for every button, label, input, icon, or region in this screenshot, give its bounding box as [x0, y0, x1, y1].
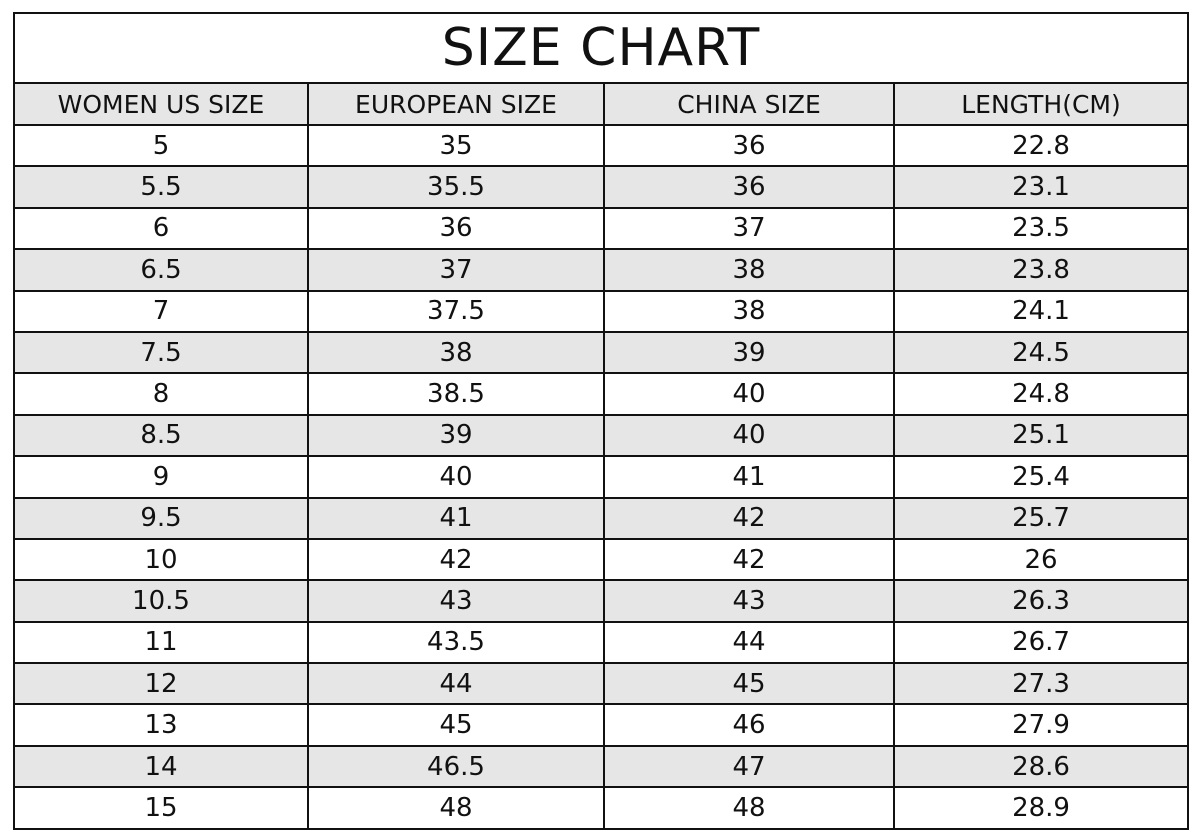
- china-size-cell: 41: [603, 455, 895, 499]
- european-size-cell: 35.5: [307, 165, 605, 209]
- length-cell: 26: [892, 537, 1190, 582]
- length-cell: 23.1: [892, 165, 1190, 209]
- length-cell: 26.7: [892, 620, 1190, 665]
- european-size-cell: 38: [307, 330, 605, 375]
- length-cell: 28.6: [892, 744, 1190, 789]
- header-length-cm: LENGTH(CM): [892, 82, 1190, 126]
- china-size-cell: 43: [603, 579, 895, 623]
- us-size-cell: 6: [13, 206, 309, 251]
- european-size-cell: 43: [307, 579, 605, 623]
- china-size-cell: 46: [603, 703, 895, 747]
- china-size-cell: 40: [603, 413, 895, 458]
- table-row: 5.5 35.5 36 23.1: [13, 165, 1190, 209]
- us-size-cell: 8.5: [13, 413, 309, 458]
- european-size-cell: 36: [307, 206, 605, 251]
- us-size-cell: 10.5: [13, 579, 309, 623]
- length-cell: 23.8: [892, 248, 1190, 292]
- table-row: 7 37.5 38 24.1: [13, 289, 1190, 333]
- table-row: 11 43.5 44 26.7: [13, 620, 1190, 665]
- us-size-cell: 7: [13, 289, 309, 333]
- us-size-cell: 7.5: [13, 330, 309, 375]
- china-size-cell: 44: [603, 620, 895, 665]
- european-size-cell: 40: [307, 455, 605, 499]
- european-size-cell: 48: [307, 786, 605, 830]
- us-size-cell: 14: [13, 744, 309, 789]
- table-row: 14 46.5 47 28.6: [13, 744, 1190, 789]
- length-cell: 25.7: [892, 496, 1190, 540]
- us-size-cell: 13: [13, 703, 309, 747]
- header-row: WOMEN US SIZE EUROPEAN SIZE CHINA SIZE L…: [13, 82, 1190, 126]
- european-size-cell: 38.5: [307, 372, 605, 416]
- length-cell: 23.5: [892, 206, 1190, 251]
- table-row: 9 40 41 25.4: [13, 455, 1190, 499]
- length-cell: 27.3: [892, 662, 1190, 706]
- table-row: 8 38.5 40 24.8: [13, 372, 1190, 416]
- length-cell: 25.4: [892, 455, 1190, 499]
- table-row: 8.5 39 40 25.1: [13, 413, 1190, 458]
- table-row: 9.5 41 42 25.7: [13, 496, 1190, 540]
- length-cell: 27.9: [892, 703, 1190, 747]
- table-row: 12 44 45 27.3: [13, 662, 1190, 706]
- european-size-cell: 45: [307, 703, 605, 747]
- table-row: 10.5 43 43 26.3: [13, 579, 1190, 623]
- china-size-cell: 48: [603, 786, 895, 830]
- table-body: 5 35 36 22.8 5.5 35.5 36 23.1 6 36 37 23.5 6.5 37 38 23…: [13, 123, 1190, 830]
- china-size-cell: 42: [603, 496, 895, 540]
- european-size-cell: 44: [307, 662, 605, 706]
- length-cell: 24.8: [892, 372, 1190, 416]
- length-cell: 24.1: [892, 289, 1190, 333]
- size-chart-table: SIZE CHART WOMEN US SIZE EUROPEAN SIZE C…: [12, 12, 1190, 830]
- us-size-cell: 15: [13, 786, 309, 830]
- table-row: 6.5 37 38 23.8: [13, 248, 1190, 292]
- china-size-cell: 40: [603, 372, 895, 416]
- table-row: 6 36 37 23.5: [13, 206, 1190, 251]
- length-cell: 28.9: [892, 786, 1190, 830]
- us-size-cell: 6.5: [13, 248, 309, 292]
- china-size-cell: 39: [603, 330, 895, 375]
- us-size-cell: 8: [13, 372, 309, 416]
- header-china-size: CHINA SIZE: [603, 82, 895, 126]
- length-cell: 24.5: [892, 330, 1190, 375]
- china-size-cell: 45: [603, 662, 895, 706]
- european-size-cell: 43.5: [307, 620, 605, 665]
- us-size-cell: 9: [13, 455, 309, 499]
- china-size-cell: 36: [603, 165, 895, 209]
- european-size-cell: 35: [307, 123, 605, 168]
- table-row: 13 45 46 27.9: [13, 703, 1190, 747]
- us-size-cell: 5.5: [13, 165, 309, 209]
- header-women-us-size: WOMEN US SIZE: [13, 82, 309, 126]
- table-row: 7.5 38 39 24.5: [13, 330, 1190, 375]
- china-size-cell: 38: [603, 289, 895, 333]
- china-size-cell: 38: [603, 248, 895, 292]
- china-size-cell: 37: [603, 206, 895, 251]
- european-size-cell: 42: [307, 537, 605, 582]
- length-cell: 22.8: [892, 123, 1190, 168]
- us-size-cell: 5: [13, 123, 309, 168]
- length-cell: 26.3: [892, 579, 1190, 623]
- table-row: 5 35 36 22.8: [13, 123, 1190, 168]
- length-cell: 25.1: [892, 413, 1190, 458]
- china-size-cell: 47: [603, 744, 895, 789]
- us-size-cell: 11: [13, 620, 309, 665]
- european-size-cell: 46.5: [307, 744, 605, 789]
- european-size-cell: 37.5: [307, 289, 605, 333]
- china-size-cell: 36: [603, 123, 895, 168]
- us-size-cell: 9.5: [13, 496, 309, 540]
- us-size-cell: 10: [13, 537, 309, 582]
- table-row: 15 48 48 28.9: [13, 786, 1190, 830]
- european-size-cell: 39: [307, 413, 605, 458]
- china-size-cell: 42: [603, 537, 895, 582]
- header-european-size: EUROPEAN SIZE: [307, 82, 605, 126]
- chart-title: SIZE CHART: [12, 12, 1190, 84]
- us-size-cell: 12: [13, 662, 309, 706]
- table-row: 10 42 42 26: [13, 537, 1190, 582]
- european-size-cell: 41: [307, 496, 605, 540]
- european-size-cell: 37: [307, 248, 605, 292]
